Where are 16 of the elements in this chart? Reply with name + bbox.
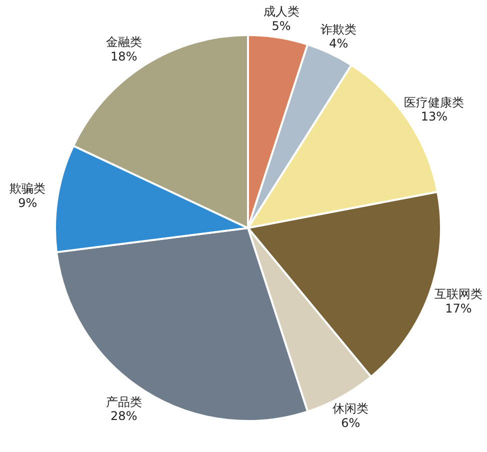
- data-label: 6%: [341, 416, 360, 430]
- data-label: 17%: [445, 302, 472, 316]
- slice-label: 金融类: [106, 35, 142, 50]
- data-label: 4%: [329, 36, 348, 51]
- slice-label: 休闲类: [332, 402, 369, 416]
- slice-label: 产品类: [106, 394, 142, 409]
- slice-label: 欺骗类: [10, 182, 46, 196]
- slice-label: 医疗健康类: [404, 95, 464, 110]
- data-label: 18%: [110, 50, 138, 64]
- data-label: 9%: [18, 196, 38, 210]
- data-label: 13%: [420, 110, 448, 124]
- data-label: 5%: [272, 19, 291, 34]
- slice-label: 诈欺类: [320, 22, 357, 36]
- data-label: 28%: [110, 409, 138, 424]
- slice-label: 成人类: [263, 4, 300, 19]
- slice-label: 互联网类: [434, 287, 482, 302]
